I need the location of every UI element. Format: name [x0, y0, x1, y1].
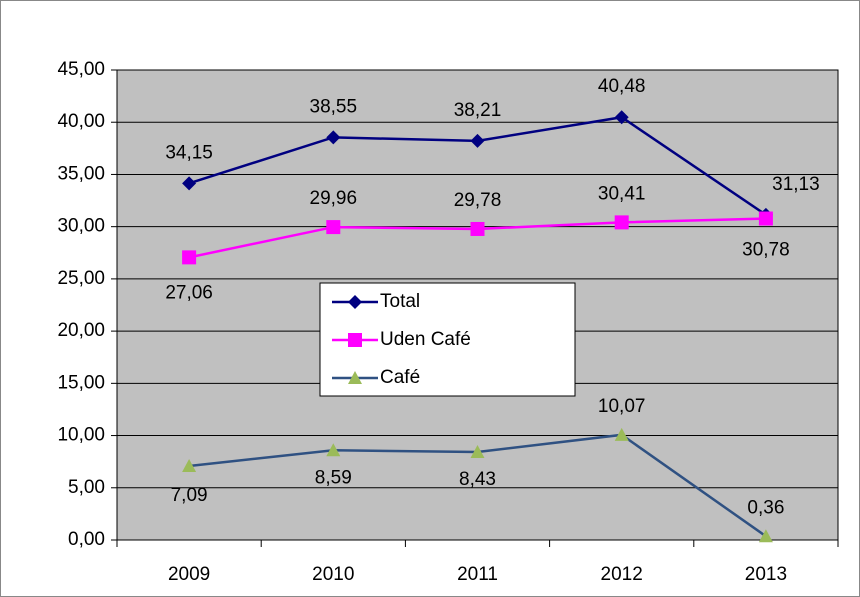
marker	[182, 176, 197, 191]
marker	[470, 221, 485, 236]
y-tick-label: 5,00	[68, 477, 105, 498]
data-label: 29,78	[454, 190, 502, 211]
marker	[470, 444, 485, 458]
data-label: 30,41	[598, 183, 646, 204]
data-label: 8,43	[459, 469, 496, 490]
y-tick-label: 30,00	[57, 216, 105, 237]
y-tick-label: 35,00	[57, 163, 105, 184]
y-tick-label: 10,00	[57, 425, 105, 446]
marker	[182, 250, 197, 265]
data-label: 31,13	[772, 174, 820, 195]
marker	[614, 110, 629, 125]
plot-border	[116, 69, 839, 541]
legend-marker	[348, 333, 362, 347]
marker	[614, 215, 629, 230]
x-tick-label: 2009	[168, 564, 210, 585]
data-label: 8,59	[315, 467, 352, 488]
y-tick-label: 0,00	[68, 529, 105, 550]
legend-label: Uden Café	[380, 329, 471, 350]
data-label: 34,15	[165, 142, 213, 163]
data-label: 7,09	[171, 485, 208, 506]
x-tick-label: 2013	[745, 564, 787, 585]
data-label: 30,78	[742, 240, 790, 261]
marker	[326, 220, 341, 235]
legend-marker	[348, 371, 362, 384]
marker	[470, 133, 485, 148]
x-tick-label: 2010	[312, 564, 354, 585]
data-label: 38,55	[310, 96, 358, 117]
data-label: 29,96	[310, 188, 358, 209]
marker	[326, 443, 341, 457]
y-tick-label: 40,00	[57, 111, 105, 132]
marker	[614, 427, 629, 441]
data-label: 27,06	[165, 282, 213, 303]
legend-marker	[348, 295, 362, 309]
marker	[758, 529, 773, 543]
x-tick-label: 2011	[457, 564, 498, 585]
y-tick-label: 15,00	[57, 372, 105, 393]
marker	[758, 211, 773, 226]
marker	[326, 130, 341, 145]
legend-label: Total	[380, 291, 420, 312]
data-label: 40,48	[598, 76, 646, 97]
data-label: 38,21	[454, 100, 502, 121]
y-tick-label: 25,00	[57, 268, 105, 289]
y-tick-label: 20,00	[57, 320, 105, 341]
marker	[182, 458, 197, 472]
data-label: 10,07	[598, 396, 646, 417]
data-label: 0,36	[747, 497, 784, 518]
y-tick-label: 45,00	[57, 59, 105, 80]
legend-label: Café	[380, 367, 420, 388]
x-tick-label: 2012	[601, 564, 643, 585]
